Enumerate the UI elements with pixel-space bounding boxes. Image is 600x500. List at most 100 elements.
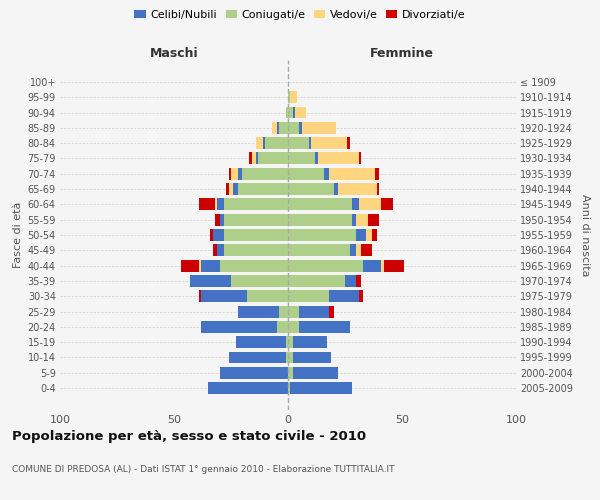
Bar [236, 336, 286, 348]
Bar [272, 122, 277, 134]
Bar [338, 183, 377, 195]
Bar [293, 352, 331, 364]
Bar [286, 106, 288, 118]
Bar [293, 106, 295, 118]
Bar [317, 152, 359, 164]
Bar [347, 137, 350, 149]
Bar [211, 229, 213, 241]
Text: COMUNE DI PREDOSA (AL) - Dati ISTAT 1° gennaio 2010 - Elaborazione TUTTITALIA.IT: COMUNE DI PREDOSA (AL) - Dati ISTAT 1° g… [12, 465, 395, 474]
Bar [231, 275, 288, 287]
Bar [299, 122, 302, 134]
Bar [256, 137, 263, 149]
Bar [288, 183, 334, 195]
Bar [311, 137, 347, 149]
Bar [352, 198, 359, 210]
Bar [229, 183, 233, 195]
Bar [265, 137, 288, 149]
Bar [249, 152, 251, 164]
Y-axis label: Anni di nascita: Anni di nascita [580, 194, 590, 276]
Bar [242, 168, 288, 179]
Bar [229, 168, 231, 179]
Bar [382, 198, 393, 210]
Bar [288, 336, 293, 348]
Bar [299, 306, 329, 318]
Bar [217, 198, 224, 210]
Bar [290, 382, 352, 394]
Bar [229, 352, 286, 364]
Bar [288, 106, 293, 118]
Bar [208, 382, 288, 394]
Bar [220, 260, 288, 272]
Bar [238, 168, 242, 179]
Bar [316, 152, 317, 164]
Bar [224, 198, 288, 210]
Bar [288, 382, 290, 394]
Bar [295, 106, 306, 118]
Bar [202, 260, 220, 272]
Bar [373, 229, 377, 241]
Bar [363, 260, 382, 272]
Bar [334, 183, 338, 195]
Legend: Celibi/Nubili, Coniugati/e, Vedovi/e, Divorziati/e: Celibi/Nubili, Coniugati/e, Vedovi/e, Di… [130, 6, 470, 25]
Bar [293, 336, 327, 348]
Bar [288, 229, 356, 241]
Bar [288, 321, 299, 333]
Bar [329, 290, 359, 302]
Bar [215, 198, 217, 210]
Bar [288, 214, 352, 226]
Bar [356, 244, 361, 256]
Bar [247, 290, 288, 302]
Bar [215, 214, 220, 226]
Bar [361, 244, 373, 256]
Bar [352, 214, 356, 226]
Bar [288, 367, 293, 379]
Bar [308, 137, 311, 149]
Bar [384, 260, 404, 272]
Bar [288, 260, 363, 272]
Bar [302, 122, 336, 134]
Bar [224, 229, 288, 241]
Bar [293, 367, 338, 379]
Bar [263, 137, 265, 149]
Bar [288, 122, 299, 134]
Bar [345, 275, 356, 287]
Text: Femmine: Femmine [370, 48, 434, 60]
Bar [238, 183, 288, 195]
Bar [359, 198, 382, 210]
Bar [220, 214, 224, 226]
Bar [359, 152, 361, 164]
Bar [359, 290, 363, 302]
Bar [213, 244, 217, 256]
Bar [233, 183, 238, 195]
Bar [374, 168, 379, 179]
Bar [329, 168, 374, 179]
Bar [288, 306, 299, 318]
Bar [356, 229, 365, 241]
Text: Popolazione per età, sesso e stato civile - 2010: Popolazione per età, sesso e stato civil… [12, 430, 366, 443]
Bar [181, 260, 199, 272]
Bar [256, 152, 259, 164]
Bar [259, 152, 288, 164]
Bar [190, 275, 231, 287]
Bar [288, 290, 329, 302]
Bar [199, 290, 202, 302]
Bar [288, 168, 325, 179]
Bar [288, 137, 308, 149]
Bar [299, 321, 350, 333]
Bar [382, 260, 384, 272]
Bar [288, 91, 290, 103]
Y-axis label: Fasce di età: Fasce di età [13, 202, 23, 268]
Bar [356, 214, 368, 226]
Bar [377, 183, 379, 195]
Bar [288, 244, 350, 256]
Bar [279, 122, 288, 134]
Bar [202, 290, 247, 302]
Bar [224, 244, 288, 256]
Bar [202, 321, 277, 333]
Bar [288, 275, 345, 287]
Bar [365, 229, 373, 241]
Bar [251, 152, 256, 164]
Bar [224, 214, 288, 226]
Bar [199, 260, 202, 272]
Bar [286, 336, 288, 348]
